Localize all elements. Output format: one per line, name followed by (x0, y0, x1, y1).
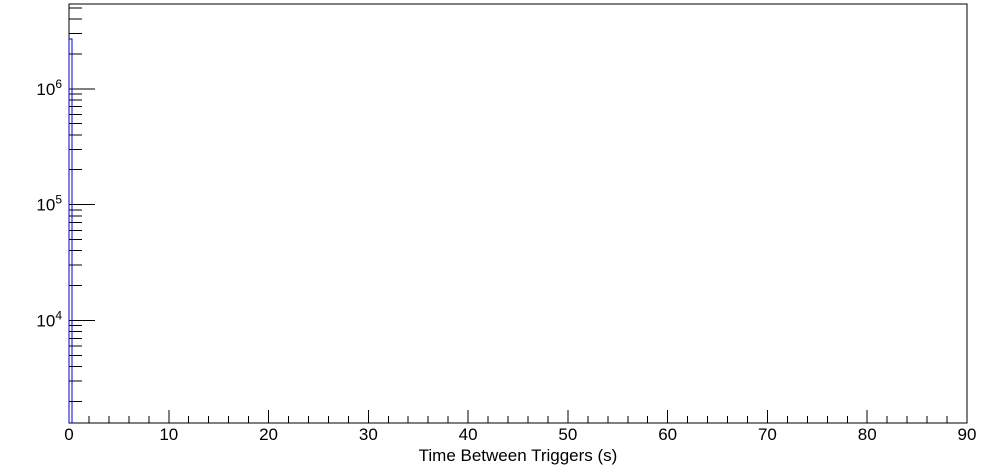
x-axis-tick-label: 10 (159, 425, 178, 444)
x-axis-tick-label: 30 (359, 425, 378, 444)
x-axis-title: Time Between Triggers (s) (419, 446, 618, 465)
axes: 0 10 20 30 40 50 60 70 80 90 104 105 106 (36, 3, 977, 444)
histogram-spike (68, 38, 73, 423)
x-axis-tick-label: 80 (858, 425, 877, 444)
y-axis-tick-label: 105 (36, 193, 62, 215)
plot-frame (68, 3, 968, 424)
y-axis-tick-label: 104 (36, 308, 62, 330)
x-axis-tick-label: 0 (64, 425, 73, 444)
y-axis-tick-label: 106 (36, 77, 62, 99)
x-axis-tick-label: 70 (758, 425, 777, 444)
x-axis-tick-label: 90 (958, 425, 977, 444)
x-axis-tick-label: 20 (259, 425, 278, 444)
histogram-series (68, 38, 73, 423)
x-axis-tick-label: 60 (658, 425, 677, 444)
x-axis-tick-label: 50 (558, 425, 577, 444)
x-axis-tick-label: 40 (459, 425, 478, 444)
